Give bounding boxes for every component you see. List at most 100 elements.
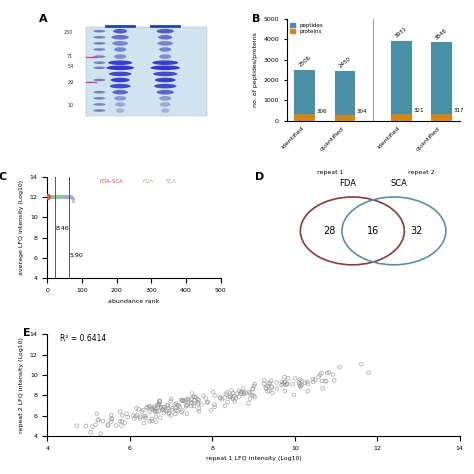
- Point: [176, 403, 183, 410]
- Point: [70, 196, 78, 203]
- Point: [61, 193, 69, 201]
- Point: [267, 377, 275, 385]
- Point: [154, 401, 161, 409]
- Point: [59, 193, 67, 201]
- Text: 8.46: 8.46: [55, 226, 69, 230]
- Text: FDA: FDA: [143, 179, 154, 184]
- Point: [45, 193, 52, 201]
- Point: [118, 422, 125, 429]
- Point: [135, 405, 142, 413]
- Point: [57, 193, 65, 201]
- Text: R² = 0.6414: R² = 0.6414: [60, 335, 106, 344]
- Text: 306: 306: [317, 109, 328, 114]
- Point: [175, 402, 182, 410]
- Point: [167, 397, 174, 405]
- Ellipse shape: [156, 29, 174, 34]
- Y-axis label: repeat 2 LFQ intensity (Log10): repeat 2 LFQ intensity (Log10): [19, 337, 24, 433]
- Point: [53, 193, 61, 201]
- Point: [246, 395, 254, 402]
- Point: [121, 419, 128, 427]
- Point: [278, 382, 285, 389]
- Point: [118, 411, 126, 419]
- Point: [68, 194, 75, 202]
- Point: [50, 193, 58, 201]
- Point: [132, 412, 139, 420]
- Point: [55, 193, 63, 201]
- Point: [108, 415, 115, 422]
- Text: 29: 29: [67, 80, 73, 84]
- Point: [224, 398, 231, 406]
- Ellipse shape: [93, 55, 105, 58]
- Ellipse shape: [158, 35, 172, 39]
- Ellipse shape: [151, 65, 180, 70]
- Point: [262, 384, 269, 392]
- Point: [70, 198, 77, 206]
- Point: [82, 422, 90, 430]
- Text: 10: 10: [67, 103, 73, 108]
- Bar: [294, 70, 315, 121]
- Point: [218, 396, 226, 403]
- Point: [282, 381, 289, 389]
- Ellipse shape: [110, 84, 130, 88]
- Ellipse shape: [114, 55, 126, 59]
- Point: [194, 400, 202, 408]
- Ellipse shape: [108, 60, 132, 65]
- Ellipse shape: [93, 36, 105, 38]
- Point: [57, 193, 64, 201]
- Point: [64, 193, 72, 201]
- Point: [202, 395, 210, 402]
- Point: [87, 428, 94, 436]
- Point: [195, 405, 202, 412]
- Point: [188, 390, 196, 397]
- Ellipse shape: [160, 102, 171, 107]
- Point: [184, 397, 191, 404]
- Point: [232, 394, 240, 402]
- Bar: [391, 114, 412, 121]
- Point: [231, 398, 238, 405]
- Point: [251, 380, 259, 388]
- Point: [66, 193, 74, 201]
- Point: [309, 375, 317, 383]
- Point: [53, 193, 60, 201]
- Text: 304: 304: [357, 109, 367, 114]
- Point: [108, 411, 115, 419]
- Point: [281, 374, 288, 381]
- Point: [248, 391, 255, 399]
- Text: repeat 2: repeat 2: [408, 170, 435, 174]
- Point: [62, 193, 69, 201]
- Point: [158, 406, 166, 413]
- Point: [211, 403, 219, 410]
- Point: [148, 405, 156, 412]
- Point: [296, 383, 304, 391]
- Point: [237, 388, 245, 396]
- Point: [49, 193, 56, 201]
- Point: [165, 409, 173, 417]
- Point: [118, 418, 126, 425]
- Point: [117, 408, 124, 415]
- Bar: [335, 115, 356, 121]
- Text: 16: 16: [367, 226, 379, 236]
- X-axis label: repeat 1 LFQ intensity (Log10): repeat 1 LFQ intensity (Log10): [206, 456, 301, 461]
- Point: [164, 401, 172, 409]
- Point: [240, 390, 248, 398]
- Point: [169, 404, 176, 412]
- Text: repeat 1: repeat 1: [317, 170, 343, 174]
- Point: [195, 407, 203, 415]
- Point: [260, 380, 268, 388]
- Point: [281, 378, 288, 386]
- Point: [264, 387, 271, 395]
- Point: [67, 193, 75, 201]
- Point: [323, 369, 331, 377]
- Point: [146, 402, 153, 410]
- Point: [54, 193, 61, 201]
- Point: [278, 378, 286, 385]
- Point: [60, 193, 68, 201]
- Point: [66, 193, 73, 201]
- Point: [93, 410, 100, 418]
- Point: [229, 389, 237, 397]
- Point: [89, 423, 96, 430]
- Point: [296, 380, 303, 388]
- Point: [152, 405, 159, 412]
- Point: [137, 415, 144, 422]
- Point: [184, 395, 192, 402]
